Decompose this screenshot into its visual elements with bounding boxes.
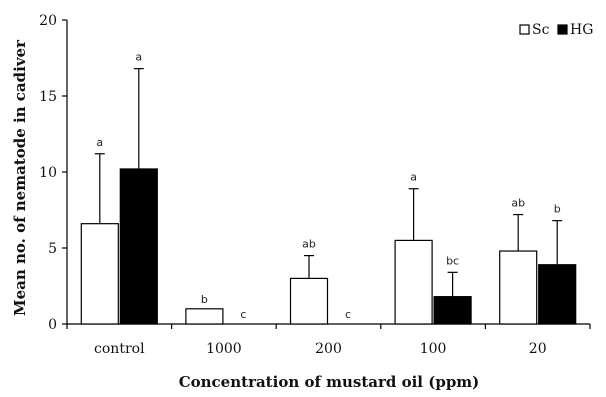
significance-label: bc [446,254,459,267]
significance-label: ab [511,197,525,210]
significance-label: a [410,171,417,184]
bar-hg [433,296,472,325]
bar-sc [499,250,538,325]
y-tick-label: 0 [48,317,57,333]
bar-hg [538,264,577,325]
bar-sc [80,223,119,325]
x-tick-label: 1000 [206,341,242,357]
legend-swatch [519,24,530,35]
bar-hg [119,168,158,325]
bar-sc [185,308,224,325]
significance-label: c [240,308,246,321]
significance-label: b [554,203,561,216]
x-tick-label: 100 [420,341,447,357]
y-tick-label: 5 [48,241,57,257]
y-axis-title: Mean no. of nematode in cadiver [11,39,29,316]
x-tick-label: 200 [315,341,342,357]
significance-label: ab [302,238,316,251]
y-tick-label: 10 [39,165,57,181]
y-axis: 0 5 10 15 20 [39,13,68,333]
legend-swatch [557,24,568,35]
significance-label: c [345,308,351,321]
x-axis-title: Concentration of mustard oil (ppm) [179,373,480,391]
significance-label: a [96,136,103,149]
legend: Sc HG [519,22,593,38]
x-axis: control 1000 200 100 20 [66,323,591,357]
y-tick-label: 15 [39,89,57,105]
significance-label: b [201,293,208,306]
y-tick-label: 20 [39,13,57,29]
bar-sc [394,239,433,325]
significance-label: a [135,51,142,64]
legend-label: Sc [532,22,550,38]
bar-sc [289,277,329,325]
legend-label: HG [570,22,593,38]
x-tick-label: 20 [529,341,547,357]
x-tick-label: control [94,341,145,357]
